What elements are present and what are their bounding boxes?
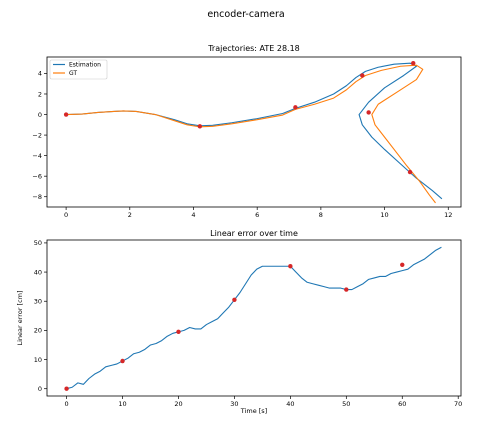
linear-error-xlabel: Time [s]: [240, 407, 267, 415]
linear-error-title: Linear error over time: [210, 229, 298, 238]
linear-error-xtick-label: 50: [342, 400, 350, 408]
linear-error-ytick-label: 10: [34, 356, 42, 364]
trajectories-title: Trajectories: ATE 28.18: [207, 44, 300, 53]
trajectories-xtick-label: 6: [255, 211, 259, 219]
linear-error-ytick-label: 30: [34, 298, 42, 306]
linear-error-marker-point: [400, 262, 405, 267]
linear-error-xtick-label: 0: [65, 400, 69, 408]
linear-error-xtick-label: 60: [398, 400, 406, 408]
trajectories-marker-point: [63, 112, 69, 117]
trajectories-ytick-label: 4: [38, 70, 42, 78]
trajectories-xtick-label: 12: [444, 211, 452, 219]
linear-error-marker-point: [232, 297, 237, 302]
linear-error-xtick-label: 30: [230, 400, 238, 408]
trajectories-marker-point: [366, 110, 371, 115]
linear-error-series-error-line: [66, 246, 442, 390]
trajectories-ytick-label: −4: [32, 152, 42, 160]
trajectories-plot-area: [63, 60, 443, 204]
trajectories-ytick-label: 0: [38, 111, 42, 119]
trajectories-ytick-label: −6: [32, 172, 42, 180]
linear-error-xtick-label: 10: [118, 400, 126, 408]
trajectories-frame: [46, 56, 462, 208]
trajectories-series-estimation-line: [66, 62, 443, 200]
trajectories-xtick-label: 8: [319, 211, 323, 219]
trajectories-marker-point: [407, 169, 413, 175]
legend-label-gt: GT: [69, 70, 77, 77]
linear-error-marker-point: [64, 386, 69, 391]
trajectories-axes: Trajectories: ATE 28.18 0 2 4 6 8 10 12 −8 −6 −4 −…: [32, 44, 462, 219]
linear-error-ytick-label: 20: [34, 327, 42, 335]
trajectories-ytick-label: −8: [32, 193, 42, 201]
legend: Estimation GT: [49, 59, 108, 80]
trajectories-xtick-label: 10: [380, 211, 388, 219]
linear-error-plot-area: [64, 246, 442, 391]
trajectories-xtick-label: 2: [128, 211, 132, 219]
trajectories-ytick-label: 2: [38, 90, 42, 98]
linear-error-marker-point: [120, 358, 125, 364]
trajectories-marker-point: [197, 124, 203, 129]
trajectories-ytick-label: −2: [32, 131, 42, 139]
linear-error-marker-point: [176, 329, 181, 335]
linear-error-xtick-label: 20: [174, 400, 182, 408]
legend-label-estimation: Estimation: [69, 62, 101, 69]
linear-error-xtick-label: 40: [286, 400, 294, 408]
trajectories-ticks: 0 2 4 6 8 10 12 −8 −6 −4 −2 0 2 4: [32, 70, 452, 219]
linear-error-ticks: 0 10 20 30 40 50 60 70 0 10 20 30 40 50: [34, 239, 463, 408]
figure-suptitle: encoder-camera: [207, 9, 284, 20]
trajectories-xtick-label: 4: [191, 211, 195, 219]
linear-error-ylabel: Linear error [cm]: [16, 290, 24, 345]
trajectories-marker-point: [293, 105, 298, 110]
linear-error-ytick-label: 50: [34, 239, 42, 247]
linear-error-ytick-label: 0: [38, 385, 42, 393]
trajectories-series-gt-line: [66, 64, 436, 204]
linear-error-axes: Linear error over time 0 10 20 30 40 50 60 70 0 1…: [16, 229, 462, 415]
linear-error-marker-point: [344, 287, 349, 292]
linear-error-frame: [46, 239, 462, 397]
linear-error-xtick-label: 70: [454, 400, 462, 408]
trajectories-xtick-label: 0: [64, 211, 68, 219]
linear-error-ytick-label: 40: [34, 268, 42, 276]
linear-error-marker-point: [288, 264, 293, 269]
trajectories-marker-point: [411, 60, 416, 66]
trajectories-marker-point: [360, 73, 365, 78]
